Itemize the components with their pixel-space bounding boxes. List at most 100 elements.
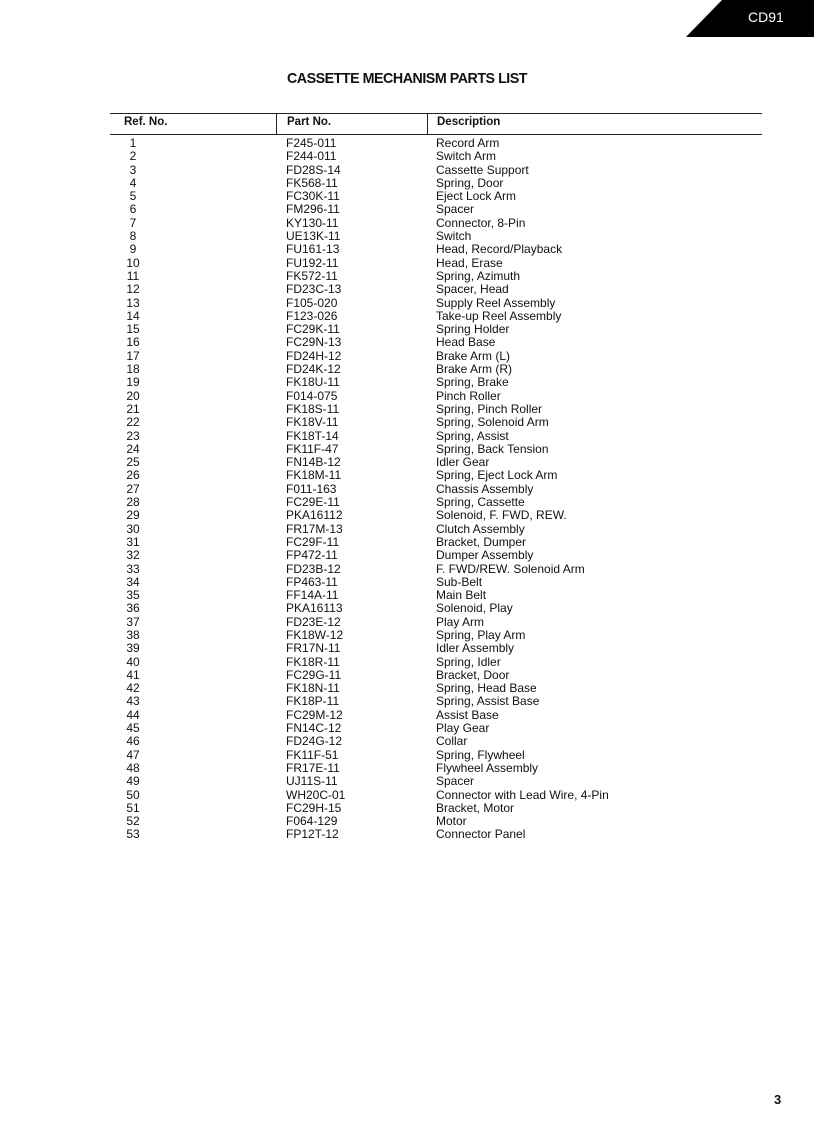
part-no: FU161-13 [286,242,340,257]
description: F. FWD/REW. Solenoid Arm [436,561,585,576]
part-no: FN14C-12 [286,721,342,736]
ref-no: 46 [126,734,140,749]
ref-no: 1 [129,136,137,150]
part-no: WH20C-01 [286,787,346,802]
column-header-description: Description [437,116,501,128]
ref-no: 38 [126,627,140,642]
description: Spring, Assist Base [436,694,540,709]
description: Spacer [436,774,475,789]
description: Play Gear [436,721,490,736]
part-no: F244-011 [286,149,337,164]
description: Idler Assembly [436,641,515,656]
table-row: 22 FK18V-11 Spring, Solenoid Arm [0,415,814,430]
table-row: 6 FM296-11 Spacer [0,202,814,217]
part-no: FC29F-11 [286,534,340,549]
ref-no: 42 [126,681,140,696]
description: Motor [436,814,467,829]
description: Spacer [436,202,475,217]
part-no: FP463-11 [286,574,338,589]
part-no: PKA16113 [286,601,343,616]
table-row: 45 FN14C-12 Play Gear [0,721,814,736]
ref-no: 14 [126,308,140,323]
part-no: FC29N-13 [286,335,342,350]
table-row: 8 UE13K-11 Switch [0,229,814,244]
ref-no: 47 [126,747,140,762]
ref-no: 32 [126,548,140,563]
table-row: 18 FD24K-12 Brake Arm (R) [0,362,814,377]
ref-no: 20 [126,388,140,403]
page-title: CASSETTE MECHANISM PARTS LIST [286,70,528,87]
ref-no: 3 [129,162,137,177]
table-row: 33 FD23B-12 F. FWD/REW. Solenoid Arm [0,561,814,576]
description: Supply Reel Assembly [436,295,556,310]
description: Idler Gear [436,455,490,470]
ref-no: 11 [126,268,140,283]
table-row: 28 FC29E-11 Spring, Cassette [0,495,814,510]
table-row: 2 F244-011 Switch Arm [0,149,814,164]
ref-no: 16 [126,335,140,350]
ref-no: 29 [126,508,140,523]
part-no: FC29H-15 [286,800,342,815]
table-row: 27 F011-163 Chassis Assembly [0,482,814,496]
ref-no: 51 [126,800,140,815]
ref-no: 4 [129,175,137,190]
table-row: 40 FK18R-11 Spring, Idler [0,654,814,669]
column-header-part: Part No. [287,116,332,128]
description: Spring, Cassette [436,495,525,510]
description: Assist Base [436,707,499,722]
table-row: 12 FD23C-13 Spacer, Head [0,282,814,296]
part-no: PKA16112 [286,508,343,523]
table-row: 7 KY130-11 Connector, 8-Pin [0,215,814,230]
description: Brake Arm (L) [436,348,511,363]
description: Clutch Assembly [436,521,525,536]
part-no: FP12T-12 [286,827,339,842]
description: Bracket, Motor [436,800,515,815]
description: Spring, Idler [436,654,501,669]
ref-no: 53 [126,827,140,842]
ref-no: 7 [129,215,137,230]
table-row: 31 FC29F-11 Bracket, Dumper [0,534,814,549]
table-row: 50 WH20C-01 Connector with Lead Wire, 4-Pi… [0,787,814,802]
table-row: 36 PKA16113 Solenoid, Play [0,601,814,616]
ref-no: 30 [126,521,140,536]
part-no: FC29E-11 [286,495,340,510]
part-no: UJ11S-11 [286,774,338,789]
part-no: F123-026 [286,308,338,323]
part-no: FR17N-11 [286,641,341,656]
ref-no: 37 [126,614,140,629]
description: Brake Arm (R) [436,362,513,377]
description: Spring, Eject Lock Arm [436,468,558,483]
part-no: UE13K-11 [286,229,341,244]
header-top-rule [110,113,762,114]
table-row: 26 FK18M-11 Spring, Eject Lock Arm [0,468,814,483]
table-row: 1 F245-011 Record Arm [0,136,814,150]
ref-no: 35 [126,588,140,603]
part-no: F014-075 [286,388,338,403]
table-row: 46 FD24G-12 Collar [0,734,814,749]
part-no: FD24H-12 [286,348,342,363]
part-no: FC29K-11 [286,322,340,337]
part-no: FF14A-11 [286,588,339,603]
description: Head, Erase [436,255,503,270]
ref-no: 49 [126,774,140,789]
part-no: FK18P-11 [286,694,340,709]
table-row: 19 FK18U-11 Spring, Brake [0,376,814,390]
description: Bracket, Dumper [436,534,527,549]
tab-shape [686,0,814,37]
ref-no: 9 [129,242,137,257]
part-no: FK18T-14 [286,428,339,443]
ref-no: 41 [126,667,140,682]
header-bottom-rule [110,134,762,135]
ref-no: 44 [126,707,140,722]
part-no: FN14B-12 [286,455,341,470]
part-no: FK18V-11 [286,415,339,430]
part-no: FK18W-12 [286,627,344,642]
ref-no: 10 [126,255,140,270]
description: Spring, Flywheel [436,747,525,762]
table-row: 43 FK18P-11 Spring, Assist Base [0,694,814,709]
part-no: FD24K-12 [286,362,341,377]
ref-no: 39 [126,641,140,656]
part-no: FC29G-11 [286,667,342,682]
description: Spring, Azimuth [436,268,521,283]
ref-no: 36 [126,601,140,616]
